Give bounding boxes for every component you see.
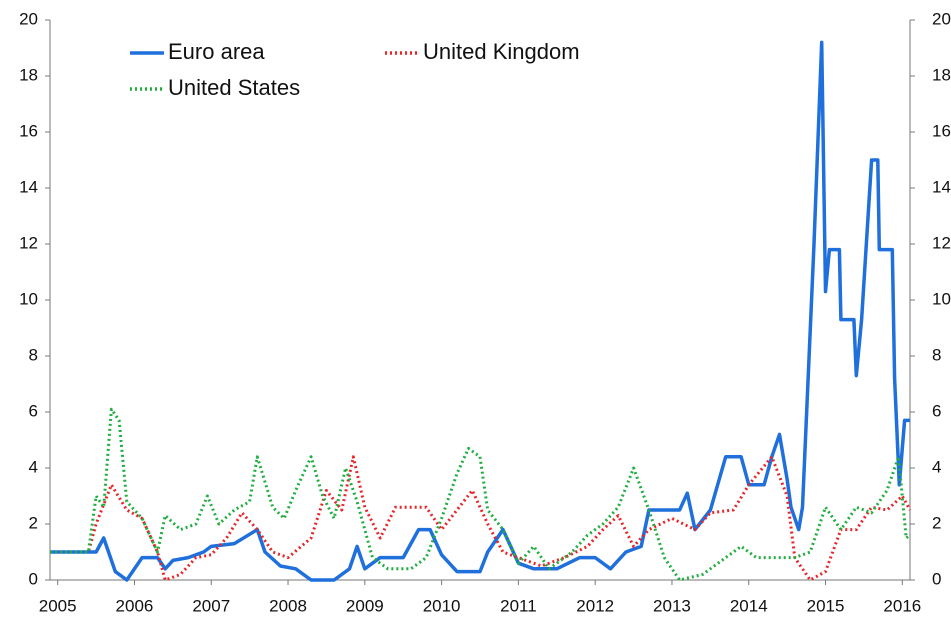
y2-tick-label: 18 [932,65,951,84]
y-tick-label: 4 [29,457,38,476]
y-tick-label: 18 [19,65,38,84]
y-tick-label: 10 [19,289,38,308]
y2-tick-label: 4 [932,457,941,476]
x-tick-label: 2006 [116,596,154,615]
y2-tick-label: 10 [932,289,951,308]
y2-tick-label: 8 [932,345,941,364]
series-line [50,455,912,582]
series-line [50,407,911,582]
x-tick-label: 2014 [730,596,768,615]
y-tick-label: 0 [29,569,38,588]
y2-tick-label: 16 [932,121,951,140]
y2-tick-label: 0 [932,569,941,588]
y-tick-label: 16 [19,121,38,140]
x-tick-label: 2008 [269,596,307,615]
y-tick-label: 8 [29,345,38,364]
x-tick-label: 2009 [346,596,384,615]
y2-tick-label: 12 [932,233,951,252]
y2-tick-label: 20 [932,9,951,28]
x-tick-label: 2010 [423,596,461,615]
legend-label: Euro area [168,39,265,64]
x-tick-label: 2015 [807,596,845,615]
x-tick-label: 2012 [576,596,614,615]
y-tick-label: 2 [29,513,38,532]
x-tick-label: 2005 [39,596,77,615]
series-line [50,40,910,582]
y-tick-label: 20 [19,9,38,28]
y-tick-label: 14 [19,177,38,196]
y-tick-label: 6 [29,401,38,420]
legend-label: United States [168,75,300,100]
x-tick-label: 2011 [500,596,537,615]
y2-tick-label: 14 [932,177,951,196]
x-tick-label: 2013 [653,596,691,615]
x-tick-label: 2007 [192,596,230,615]
legend-label: United Kingdom [423,39,580,64]
y2-tick-label: 6 [932,401,941,420]
y-tick-label: 12 [19,233,38,252]
y2-tick-label: 2 [932,513,941,532]
x-tick-label: 2016 [883,596,921,615]
